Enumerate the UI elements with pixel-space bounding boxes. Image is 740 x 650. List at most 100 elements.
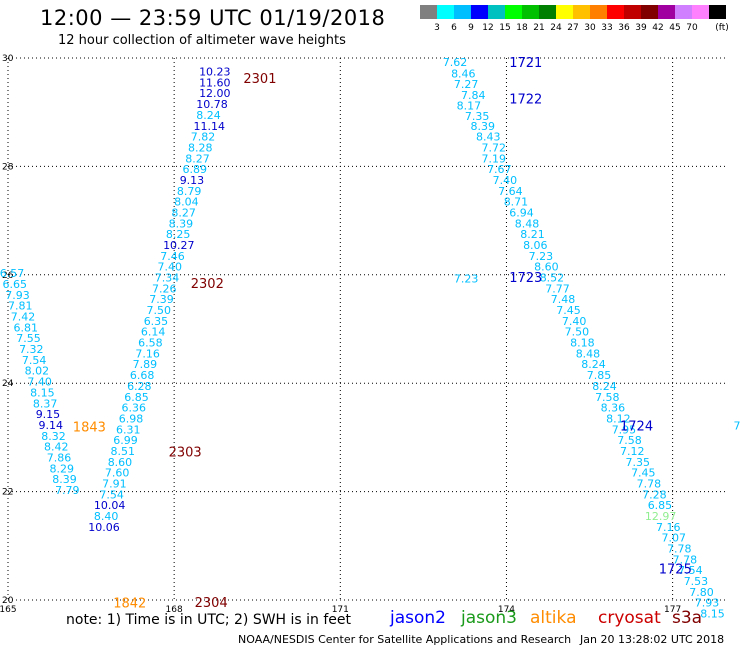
swh-value: 8.39 bbox=[470, 120, 495, 133]
swh-value: 7.78 bbox=[673, 553, 698, 566]
swh-value: 7.26 bbox=[152, 282, 177, 295]
swh-value: 7.72 bbox=[482, 141, 507, 154]
swh-value: 6.85 bbox=[648, 499, 673, 512]
swh-value: 7.45 bbox=[631, 467, 656, 480]
swh-value: 7.34 bbox=[155, 272, 180, 285]
swh-value: 12.00 bbox=[199, 87, 231, 100]
swh-value: 9.15 bbox=[36, 408, 61, 421]
swh-value: 10.27 bbox=[163, 239, 195, 252]
pass-time-label: 1725 bbox=[659, 563, 692, 578]
colorbar-swatch bbox=[590, 5, 607, 19]
swh-value: 8.39 bbox=[169, 217, 194, 230]
swh-value: 7.55 bbox=[16, 332, 41, 345]
swh-value: 8.71 bbox=[504, 196, 529, 209]
colorbar-swatch bbox=[556, 5, 573, 19]
swh-value: 7.40 bbox=[562, 315, 587, 328]
colorbar-label: 9 bbox=[468, 23, 474, 33]
swh-value: 7.50 bbox=[565, 326, 590, 339]
swh-value: 8.17 bbox=[457, 100, 482, 113]
swh-value: 10.78 bbox=[196, 98, 228, 111]
swh-value: 7.64 bbox=[498, 185, 522, 198]
colorbar-label: 3 bbox=[434, 23, 440, 33]
colorbar-swatch bbox=[624, 5, 641, 19]
swh-value: 8.12 bbox=[606, 412, 631, 425]
colorbar-label: 15 bbox=[499, 23, 511, 33]
swh-value: 6.28 bbox=[127, 380, 152, 393]
swh-value: 6.31 bbox=[116, 423, 141, 436]
swh-value: 8.39 bbox=[52, 473, 77, 486]
credit-text: NOAA/NESDIS Center for Satellite Applica… bbox=[238, 633, 572, 646]
footer-note: note: 1) Time is in UTC; 2) SWH is in fe… bbox=[66, 612, 352, 628]
swh-value: 8.27 bbox=[171, 206, 196, 219]
colorbar-swatch bbox=[709, 5, 726, 19]
swh-value: 7.16 bbox=[656, 521, 681, 534]
map-grid bbox=[7, 57, 728, 601]
swh-value: 7.53 bbox=[684, 575, 709, 588]
swh-value: 7.23 bbox=[454, 273, 479, 286]
swh-value: 7.19 bbox=[482, 152, 507, 165]
colorbar-swatch bbox=[658, 5, 675, 19]
swh-value: 8.15 bbox=[30, 386, 55, 399]
swh-value: 6.14 bbox=[141, 326, 166, 339]
swh-value: 7.40 bbox=[493, 174, 517, 187]
swh-value: 7.58 bbox=[595, 391, 620, 404]
swh-value: 7.40 bbox=[158, 261, 183, 274]
swh-value: 6.65 bbox=[2, 278, 27, 291]
swh-value: 7.27 bbox=[454, 78, 479, 91]
swh-value: 8.48 bbox=[515, 217, 540, 230]
swh-value: 6.98 bbox=[119, 412, 143, 425]
swh-value: 7.67 bbox=[487, 163, 512, 176]
swh-value: 8.60 bbox=[534, 261, 559, 274]
satellite-label-altika: altika bbox=[530, 608, 577, 628]
swh-value: 7.23 bbox=[529, 250, 554, 263]
swh-value: 8.52 bbox=[540, 272, 565, 285]
colorbar-swatch bbox=[420, 5, 437, 19]
swh-value: 8.02 bbox=[25, 365, 50, 378]
swh-value: 9.13 bbox=[180, 174, 205, 187]
swh-value: 7.42 bbox=[11, 311, 36, 324]
swh-value: 6.99 bbox=[113, 434, 138, 447]
swh-value: 7.78 bbox=[667, 543, 692, 556]
swh-value: 10.06 bbox=[88, 521, 120, 534]
swh-value: 7.50 bbox=[146, 304, 171, 317]
swh-value: 7.48 bbox=[551, 293, 576, 306]
page-title: 12:00 — 23:59 UTC 01/19/2018 bbox=[40, 6, 386, 30]
colorbar-label: 33 bbox=[601, 23, 613, 33]
swh-value: 7.81 bbox=[8, 300, 33, 313]
swh-value: 8.25 bbox=[166, 228, 191, 241]
pass-time-label: 2303 bbox=[169, 445, 202, 460]
colorbar-swatch bbox=[488, 5, 505, 19]
lat-tick-label: 22 bbox=[2, 488, 13, 498]
swh-value: 8.27 bbox=[185, 152, 210, 165]
swh-value: 7.54 bbox=[22, 354, 47, 367]
lat-tick-label: 26 bbox=[2, 271, 14, 281]
swh-value: 6.35 bbox=[144, 315, 169, 328]
swh-value: 8.24 bbox=[592, 380, 617, 393]
swh-value: 8.42 bbox=[44, 441, 69, 454]
swh-value: 10.04 bbox=[94, 499, 126, 512]
swh-value: 8.32 bbox=[41, 430, 66, 443]
swh-value: 8.40 bbox=[94, 510, 119, 523]
pass-time-label: 1843 bbox=[73, 421, 106, 436]
swh-value: 7.82 bbox=[191, 131, 216, 144]
colorbar-label: 39 bbox=[635, 23, 647, 33]
swh-value: 8.15 bbox=[700, 608, 725, 621]
pass-time-label: 1724 bbox=[620, 419, 653, 434]
swh-value: 7.85 bbox=[587, 369, 612, 382]
swh-value: 6.89 bbox=[182, 163, 207, 176]
pass-time-label: 1722 bbox=[509, 93, 542, 108]
swh-value: 7.91 bbox=[102, 477, 127, 490]
swh-value: 11.60 bbox=[199, 76, 231, 89]
lon-tick-label: 165 bbox=[0, 605, 17, 615]
swh-value: 7.39 bbox=[149, 293, 174, 306]
pass-time-label: 2302 bbox=[191, 277, 224, 292]
swh-value: 7.77 bbox=[545, 282, 570, 295]
pass-time-label: 1723 bbox=[509, 271, 542, 286]
swh-value: 8.60 bbox=[108, 456, 133, 469]
pass-time-label: 1842 bbox=[113, 597, 146, 612]
colorbar-label: 12 bbox=[482, 23, 494, 33]
swh-value: 7.12 bbox=[620, 445, 645, 458]
swh-value: 7.58 bbox=[617, 434, 642, 447]
satellite-label-cryosat: cryosat bbox=[598, 608, 661, 628]
colorbar-label: 42 bbox=[652, 23, 664, 33]
